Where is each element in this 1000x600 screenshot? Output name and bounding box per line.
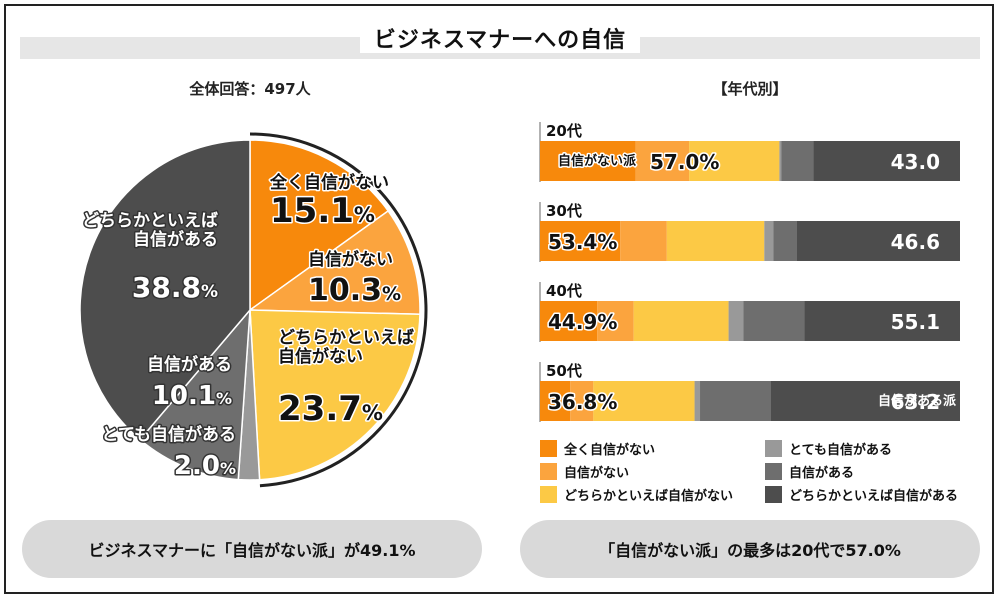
bar-segment-2-2 bbox=[620, 221, 667, 261]
pie-slice-2 bbox=[247, 209, 421, 316]
bar-not-confident-total-4: 36.8% bbox=[548, 390, 617, 414]
bar-segment-4-3 bbox=[593, 381, 695, 421]
legend-label-2: 自信がない bbox=[564, 465, 629, 481]
page-title-text: ビジネスマナーへの自信 bbox=[359, 28, 641, 53]
bar-segment-3-4 bbox=[728, 301, 744, 341]
bar-segment-1-6 bbox=[813, 141, 960, 181]
summary-left-text: ビジネスマナーに「自信がない派」が49.1% bbox=[88, 541, 416, 560]
bar-segment-4-2 bbox=[570, 381, 594, 421]
pie-outline-arc bbox=[249, 132, 428, 488]
bar-segment-2-4 bbox=[764, 221, 774, 261]
bar-segment-3-1 bbox=[540, 301, 598, 341]
pie-value-number-3: 23.7 bbox=[278, 389, 362, 429]
bar-segment-2-3 bbox=[666, 221, 765, 261]
summary-pill-left: ビジネスマナーに「自信がない派」が49.1% bbox=[22, 520, 482, 578]
pie-label-6-line-1: どちらかといえば bbox=[82, 211, 218, 231]
legend-swatch-6 bbox=[765, 486, 782, 503]
bar-category-label-2: 30代 bbox=[546, 202, 582, 220]
legend-label-5: 自信がある bbox=[789, 465, 854, 481]
pie-value-unit-3: % bbox=[362, 401, 383, 425]
pie-value-1: 15.1% bbox=[270, 191, 375, 231]
summary-pill-right: 「自信がない派」の最多は20代で57.0% bbox=[520, 520, 980, 578]
pie-value-unit-6: % bbox=[201, 282, 218, 302]
bar-segment-3-2 bbox=[597, 301, 634, 341]
summary-right-text: 「自信がない派」の最多は20代で57.0% bbox=[599, 541, 901, 560]
pie-slice-1 bbox=[249, 139, 390, 312]
bar-segment-4-4 bbox=[694, 381, 701, 421]
pie-label-3-line-2: 自信がない bbox=[278, 346, 363, 367]
bar-segment-3-5 bbox=[743, 301, 805, 341]
pie-value-number-1: 15.1 bbox=[270, 191, 354, 231]
pie-value-number-5: 10.1 bbox=[152, 381, 216, 411]
legend-label-1: 全く自信がない bbox=[563, 442, 655, 458]
legend-label-4: とても自信がある bbox=[789, 442, 892, 458]
bar-segment-2-1 bbox=[540, 221, 621, 261]
bar-confident-total-2: 46.6 bbox=[891, 230, 940, 254]
pie-label-1-line-1: 全く自信がない bbox=[269, 172, 389, 193]
pie-value-number-4: 2.0 bbox=[174, 451, 220, 481]
bar-segment-4-5 bbox=[700, 381, 771, 421]
pie-value-number-2: 10.3 bbox=[308, 273, 382, 308]
bar-segment-1-3 bbox=[689, 141, 780, 181]
bar-segment-4-1 bbox=[540, 381, 571, 421]
bar-segment-1-2 bbox=[635, 141, 690, 181]
pie-label-5-line-1: 自信がある bbox=[147, 354, 232, 375]
bar-segment-3-6 bbox=[804, 301, 960, 341]
legend-swatch-1 bbox=[540, 440, 557, 457]
pie-value-4: 2.0% bbox=[174, 451, 236, 481]
pie-value-unit-4: % bbox=[220, 459, 236, 478]
pie-value-unit-1: % bbox=[354, 203, 375, 227]
pie-label-6-line-2: 自信がある bbox=[133, 229, 218, 250]
legend-swatch-3 bbox=[540, 486, 557, 503]
bar-category-label-4: 50代 bbox=[546, 362, 582, 380]
bar-segment-2-6 bbox=[796, 221, 960, 261]
bar-confident-total-1: 43.0 bbox=[891, 150, 940, 174]
bar-segment-1-4 bbox=[779, 141, 782, 181]
pie-subtitle: 全体回答：497人 bbox=[189, 80, 311, 98]
bar-category-label-1: 20代 bbox=[546, 122, 582, 140]
pie-label-3-line-1: どちらかといえば bbox=[278, 328, 414, 348]
pie-value-unit-5: % bbox=[216, 389, 232, 408]
pie-label-2-line-1: 自信がない bbox=[308, 249, 393, 270]
bar-not-confident-total-2: 53.4% bbox=[548, 230, 617, 254]
bar-segment-3-3 bbox=[633, 301, 729, 341]
legend-swatch-5 bbox=[765, 463, 782, 480]
pie-value-6: 38.8% bbox=[132, 271, 218, 304]
bar-inline-label-confident: 自信がある派 bbox=[878, 393, 957, 409]
pie-value-unit-2: % bbox=[382, 283, 401, 305]
pie-label-4-line-1: とても自信がある bbox=[101, 424, 236, 445]
pie-slice-5 bbox=[138, 307, 251, 481]
pie-slice-3 bbox=[249, 309, 421, 481]
pie-value-5: 10.1% bbox=[152, 381, 232, 411]
legend-label-6: どちらかといえば自信がある bbox=[789, 488, 958, 504]
legend-swatch-2 bbox=[540, 463, 557, 480]
bar-segment-4-6 bbox=[771, 381, 960, 421]
bar-not-confident-total-3: 44.9% bbox=[548, 310, 617, 334]
pie-value-2: 10.3% bbox=[308, 273, 401, 308]
page-title: ビジネスマナーへの自信 bbox=[0, 22, 1000, 54]
pie-value-number-6: 38.8 bbox=[132, 271, 201, 304]
bar-confident-total-3: 55.1 bbox=[891, 310, 940, 334]
bar-segment-2-5 bbox=[773, 221, 797, 261]
bar-confident-total-4: 63.2 bbox=[891, 390, 940, 414]
bar-inline-label-not-confident: 自信がない派 bbox=[558, 153, 637, 169]
pie-slice-6 bbox=[79, 139, 251, 441]
bar-not-confident-total-1: 57.0% bbox=[650, 150, 719, 174]
bar-category-label-3: 40代 bbox=[546, 282, 582, 300]
bar-segment-1-1 bbox=[540, 141, 636, 181]
legend-label-3: どちらかといえば自信がない bbox=[564, 488, 733, 504]
pie-value-3: 23.7% bbox=[278, 389, 383, 429]
bar-segment-1-5 bbox=[781, 141, 814, 181]
bar-subtitle: 【年代別】 bbox=[712, 80, 788, 98]
legend-swatch-4 bbox=[765, 440, 782, 457]
